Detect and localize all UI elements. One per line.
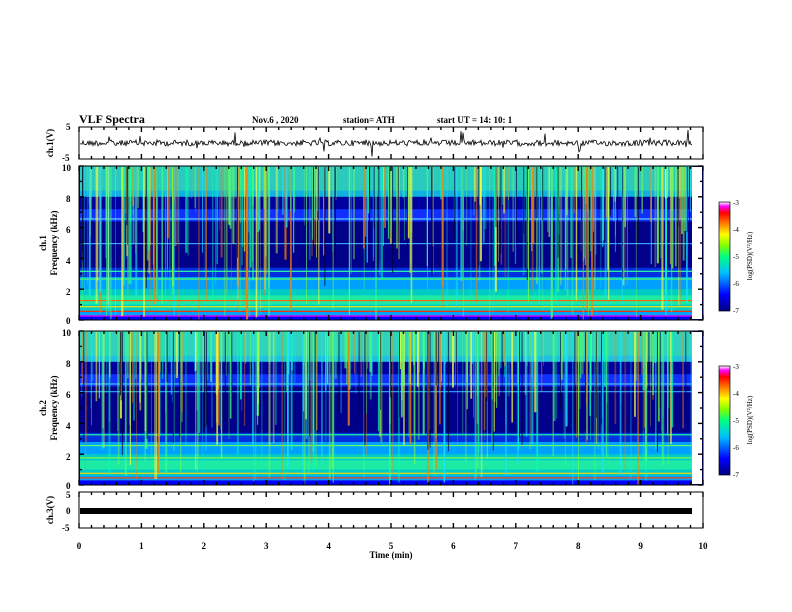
x-axis: 0 1 2 3 4 5 6 7 8 9 10 Time (min) bbox=[77, 541, 708, 560]
cb1-tick-m3: -3 bbox=[733, 199, 739, 207]
station-label: station= ATH bbox=[343, 115, 395, 125]
ch1-ylabel-frequency: Frequency (kHz) bbox=[49, 210, 59, 275]
ch1-freq-tick-2: 2 bbox=[66, 287, 71, 297]
ch2-freq-tick-0: 0 bbox=[66, 481, 71, 491]
ch2-colorbar: -3 -4 -5 -6 -7 log(PSD)(V²/Hz) bbox=[718, 363, 754, 479]
ch2-freq-tick-8: 8 bbox=[66, 359, 71, 369]
cb2-tick-m4: -4 bbox=[733, 390, 739, 398]
ch3-ylabel: ch.3(V) bbox=[45, 496, 55, 524]
ch2-ylabel-frequency: Frequency (kHz) bbox=[49, 375, 59, 440]
start-time-label: start UT = 14: 10: 1 bbox=[437, 115, 513, 125]
ch1-freq-tick-10: 10 bbox=[62, 163, 72, 173]
ch1-spectrogram-panel: 0 2 4 6 8 10 ch.1 Frequency (kHz) bbox=[38, 163, 704, 326]
ch1-freq-tick-6: 6 bbox=[66, 225, 71, 235]
ch3-ytick-bottom: -5 bbox=[62, 523, 70, 533]
cb2-label: log(PSD)(V²/Hz) bbox=[746, 395, 754, 444]
ch1-freq-tick-0: 0 bbox=[66, 316, 71, 326]
ch1-waveform-trace bbox=[79, 129, 692, 157]
ch2-freq-tick-10: 10 bbox=[62, 328, 72, 338]
cb2-tick-m5: -5 bbox=[733, 417, 739, 425]
cb1-tick-m6: -6 bbox=[733, 280, 739, 288]
ch2-freq-tick-2: 2 bbox=[66, 452, 71, 462]
ch2-freq-tick-6: 6 bbox=[66, 390, 71, 400]
xtick-4: 4 bbox=[326, 541, 331, 551]
cb1-tick-m4: -4 bbox=[733, 226, 739, 234]
cb2-tick-m6: -6 bbox=[733, 444, 739, 452]
ch3-ytick-mid: 0 bbox=[66, 506, 71, 516]
ch3-waveform-trace bbox=[80, 508, 692, 514]
xtick-1: 1 bbox=[139, 541, 144, 551]
ch1-colorbar: -3 -4 -5 -6 -7 log(PSD)(V²/Hz) bbox=[718, 199, 754, 315]
ch2-freq-tick-4: 4 bbox=[66, 421, 71, 431]
x-axis-label: Time (min) bbox=[369, 550, 412, 560]
xtick-9: 9 bbox=[638, 541, 643, 551]
ch3-ytick-top: 5 bbox=[66, 490, 71, 500]
ch1-ytick-top: 5 bbox=[66, 122, 71, 132]
ch3-waveform-panel: 5 0 -5 ch.3(V) bbox=[45, 490, 704, 533]
ch1-waveform-panel: 5 -5 ch.1(V) bbox=[45, 122, 704, 163]
cb1-label: log(PSD)(V²/Hz) bbox=[746, 231, 754, 280]
xtick-3: 3 bbox=[264, 541, 269, 551]
cb1-tick-m7: -7 bbox=[733, 307, 739, 315]
ch2-ylabel-channel: ch.2 bbox=[38, 400, 48, 416]
cb1-tick-m5: -5 bbox=[733, 253, 739, 261]
ch1-freq-tick-4: 4 bbox=[66, 256, 71, 266]
cb2-tick-m3: -3 bbox=[733, 363, 739, 371]
xtick-8: 8 bbox=[576, 541, 581, 551]
xtick-5: 5 bbox=[389, 541, 394, 551]
figure-title: VLF Spectra bbox=[79, 112, 145, 126]
xtick-0: 0 bbox=[77, 541, 82, 551]
ch1-ylabel-channel: ch.1 bbox=[38, 235, 48, 251]
ch1-spectrogram-image bbox=[80, 166, 702, 321]
ch1-ytick-bottom: -5 bbox=[62, 153, 70, 163]
xtick-6: 6 bbox=[451, 541, 456, 551]
date-label: Nov.6 , 2020 bbox=[252, 115, 299, 125]
ch2-spectrogram-panel: 0 2 4 6 8 10 ch.2 Frequency (kHz) bbox=[38, 328, 704, 491]
ch1-ylabel: ch.1(V) bbox=[45, 129, 55, 157]
time-tick-marks bbox=[78, 127, 704, 528]
xtick-2: 2 bbox=[202, 541, 207, 551]
ch2-spectrogram-image bbox=[80, 331, 702, 486]
xtick-7: 7 bbox=[514, 541, 519, 551]
ch1-freq-tick-8: 8 bbox=[66, 194, 71, 204]
xtick-10: 10 bbox=[699, 541, 709, 551]
cb2-tick-m7: -7 bbox=[733, 471, 739, 479]
